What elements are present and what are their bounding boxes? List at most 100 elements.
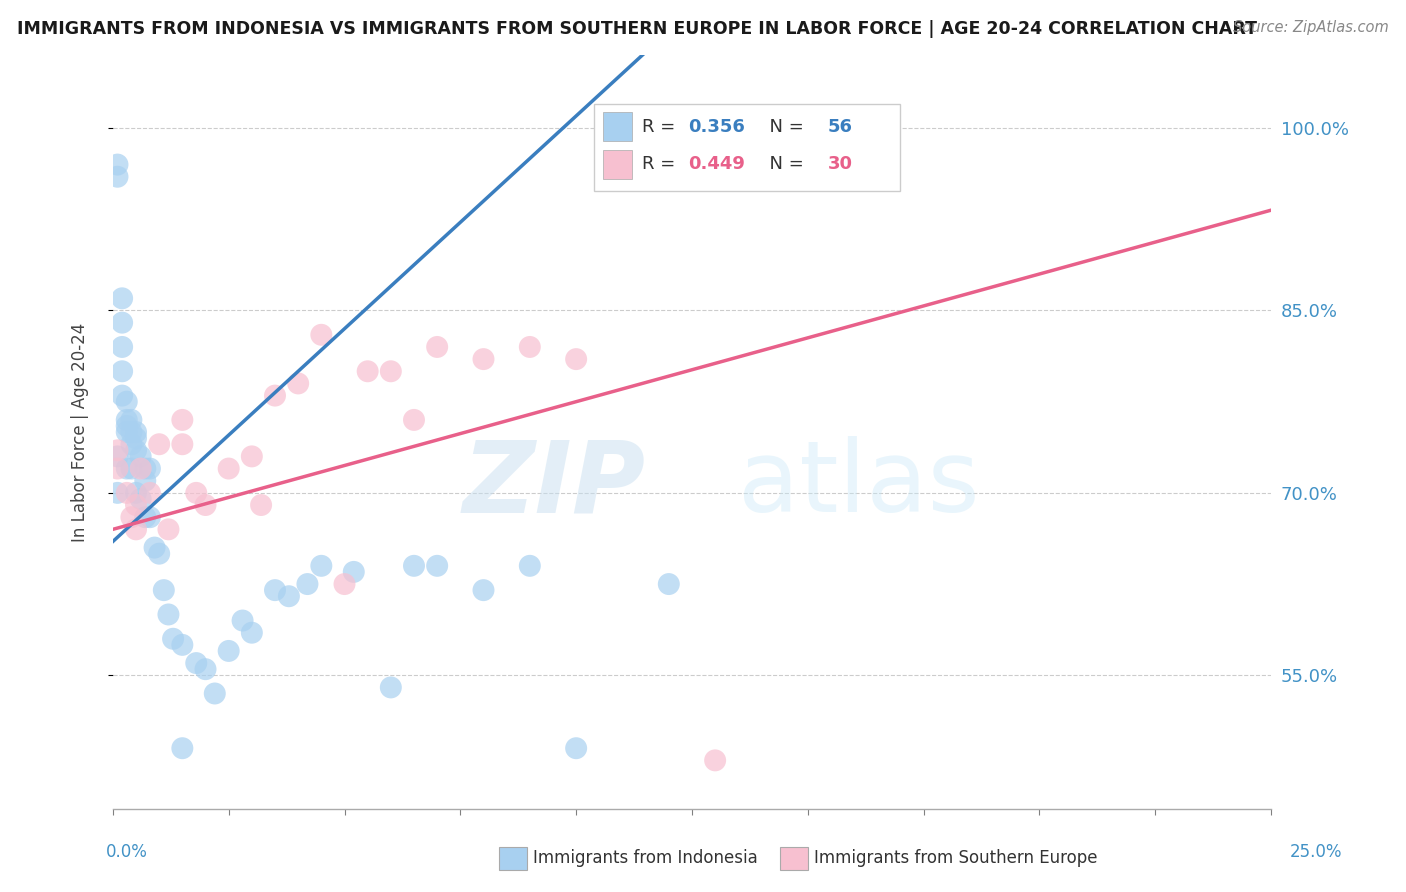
Text: ZIP: ZIP <box>463 436 645 533</box>
Point <box>402 413 425 427</box>
Point <box>426 340 449 354</box>
Point <box>107 486 129 500</box>
Text: 30: 30 <box>828 155 852 173</box>
Point <box>565 352 588 367</box>
Point <box>115 419 138 434</box>
Point <box>125 431 148 445</box>
Point <box>139 486 162 500</box>
Point <box>107 450 129 464</box>
Point <box>519 558 541 573</box>
Point <box>107 461 129 475</box>
Point <box>277 589 299 603</box>
Point <box>186 486 208 500</box>
Point <box>172 741 194 756</box>
Point <box>186 656 208 670</box>
Point <box>115 461 138 475</box>
Point <box>264 583 287 598</box>
Point <box>107 443 129 458</box>
Point <box>129 461 152 475</box>
Point <box>356 364 378 378</box>
Point <box>143 541 166 555</box>
Point <box>157 607 180 622</box>
Point <box>232 614 254 628</box>
Point <box>107 157 129 171</box>
Point <box>194 662 217 676</box>
Point <box>148 547 170 561</box>
Point <box>153 583 176 598</box>
Point <box>134 510 156 524</box>
Point <box>129 491 152 506</box>
FancyBboxPatch shape <box>593 104 900 191</box>
Text: N =: N = <box>758 155 810 173</box>
Point <box>107 169 129 184</box>
Point <box>333 577 356 591</box>
Point <box>519 340 541 354</box>
Text: 0.449: 0.449 <box>689 155 745 173</box>
Point <box>125 486 148 500</box>
Point <box>111 291 134 305</box>
Text: 56: 56 <box>828 118 852 136</box>
Point <box>658 577 681 591</box>
Point <box>111 388 134 402</box>
Text: 25.0%: 25.0% <box>1291 843 1343 861</box>
Text: Immigrants from Southern Europe: Immigrants from Southern Europe <box>814 849 1098 867</box>
Text: R =: R = <box>643 118 681 136</box>
Point <box>111 316 134 330</box>
Point <box>240 450 263 464</box>
Point <box>426 558 449 573</box>
Point <box>250 498 273 512</box>
Point <box>162 632 184 646</box>
Point <box>264 388 287 402</box>
Point <box>115 425 138 439</box>
Point <box>172 437 194 451</box>
Point <box>287 376 309 391</box>
Y-axis label: In Labor Force | Age 20-24: In Labor Force | Age 20-24 <box>72 322 89 541</box>
Point <box>157 522 180 536</box>
Point <box>472 352 495 367</box>
Point <box>115 394 138 409</box>
Bar <box>603 150 631 178</box>
Point <box>120 461 142 475</box>
Point <box>120 413 142 427</box>
Point <box>842 127 865 141</box>
Point <box>115 413 138 427</box>
Point <box>402 558 425 573</box>
Point <box>134 461 156 475</box>
Point <box>125 425 148 439</box>
Point <box>139 510 162 524</box>
Point <box>120 510 142 524</box>
Text: Immigrants from Indonesia: Immigrants from Indonesia <box>533 849 758 867</box>
Point <box>148 437 170 451</box>
Point <box>218 644 240 658</box>
Text: 0.356: 0.356 <box>689 118 745 136</box>
Bar <box>603 112 631 141</box>
Text: R =: R = <box>643 155 681 173</box>
Point <box>134 474 156 488</box>
Point <box>125 522 148 536</box>
Point <box>139 461 162 475</box>
Text: N =: N = <box>758 118 810 136</box>
Text: IMMIGRANTS FROM INDONESIA VS IMMIGRANTS FROM SOUTHERN EUROPE IN LABOR FORCE | AG: IMMIGRANTS FROM INDONESIA VS IMMIGRANTS … <box>17 20 1257 37</box>
Point <box>120 437 142 451</box>
Point <box>380 681 402 695</box>
Point <box>472 583 495 598</box>
Point <box>204 686 226 700</box>
Point <box>704 753 727 767</box>
Point <box>125 498 148 512</box>
Text: atlas: atlas <box>738 436 980 533</box>
Point <box>797 127 820 141</box>
Point <box>380 364 402 378</box>
Point <box>297 577 319 591</box>
Point <box>751 127 773 141</box>
Point <box>115 486 138 500</box>
Point <box>311 558 333 573</box>
Point <box>240 625 263 640</box>
Point <box>129 450 152 464</box>
Point <box>111 340 134 354</box>
Point <box>125 443 148 458</box>
Point <box>111 364 134 378</box>
Point <box>172 638 194 652</box>
Text: Source: ZipAtlas.com: Source: ZipAtlas.com <box>1233 20 1389 35</box>
Point <box>311 327 333 342</box>
Point <box>565 741 588 756</box>
